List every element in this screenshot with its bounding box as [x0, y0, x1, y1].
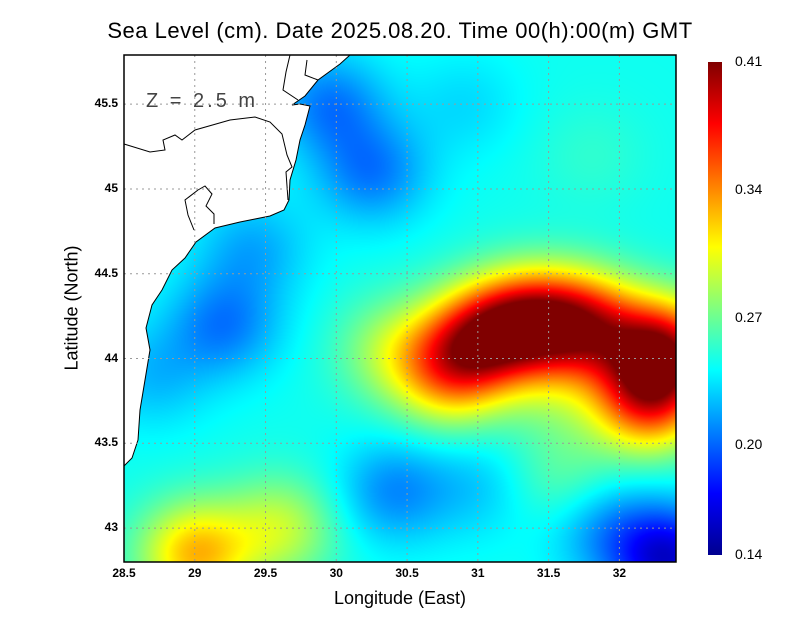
x-tick-label: 29 [188, 566, 202, 580]
x-tick-label: 30.5 [395, 566, 419, 580]
border-line [184, 189, 199, 231]
colorbar [708, 62, 722, 555]
y-tick-label: 45 [104, 180, 118, 195]
colorbar-tick-label: 0.41 [735, 53, 763, 69]
colorbar-tick-label: 0.14 [735, 546, 763, 562]
y-tick-label: 44 [104, 350, 118, 365]
depth-annotation: Z = 2.5 m [146, 90, 259, 112]
x-tick-label: 31.5 [536, 566, 561, 580]
x-tick-label: 28.5 [112, 566, 136, 580]
x-tick-label: 30 [329, 566, 343, 580]
y-tick-label: 45.5 [94, 96, 118, 111]
y-tick-label: 44.5 [94, 265, 118, 280]
coastline [123, 54, 351, 467]
chart-title: Sea Level (cm). Date 2025.08.20. Time 00… [107, 18, 693, 43]
y-axis-label: Latitude (North) [61, 245, 82, 371]
border-line [282, 54, 299, 101]
y-tick-label: 43 [104, 520, 118, 535]
border-line [123, 116, 293, 201]
x-axis-label: Longitude (East) [333, 588, 467, 608]
y-tick-label: 43.5 [94, 435, 118, 450]
grid-lines [124, 55, 676, 562]
x-tick-label: 31 [471, 566, 485, 580]
land-area [124, 55, 350, 466]
border-line [304, 59, 319, 81]
colorbar-tick-label: 0.34 [735, 180, 763, 197]
plot-frame [123, 54, 677, 563]
colorbar-tick-label: 0.20 [735, 436, 763, 453]
land-mask [123, 54, 351, 467]
x-tick-label: 29.5 [253, 566, 278, 580]
colorbar-tick-label: 0.27 [735, 308, 763, 325]
x-tick-label: 32 [612, 566, 627, 580]
border-line [197, 185, 215, 224]
